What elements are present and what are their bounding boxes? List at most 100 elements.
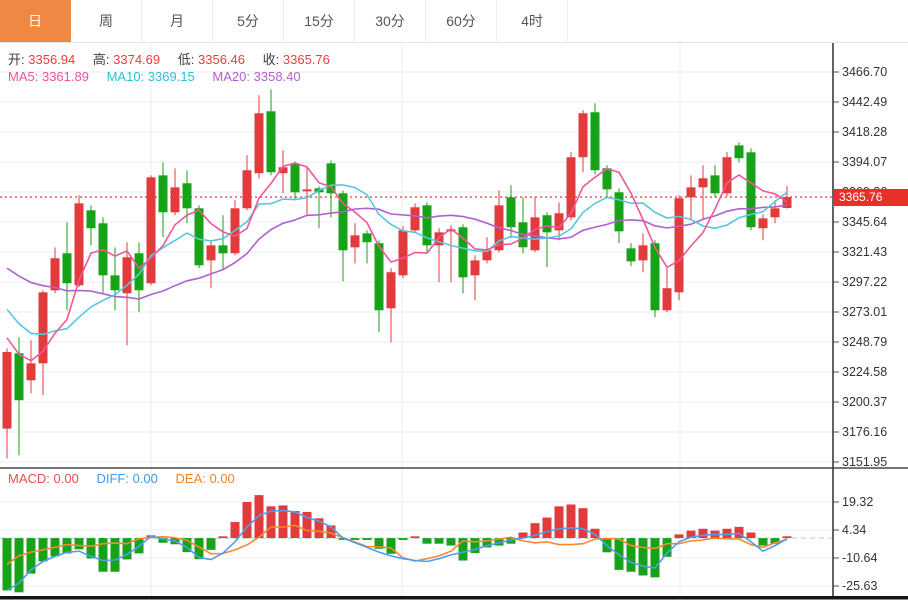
candle[interactable] [698, 178, 708, 188]
macd-bar[interactable] [542, 517, 552, 539]
candle[interactable] [686, 187, 696, 198]
macd-bar[interactable] [434, 538, 444, 544]
macd-bar[interactable] [206, 538, 216, 550]
candle[interactable] [590, 112, 600, 171]
candle[interactable] [602, 168, 612, 190]
macd-bar[interactable] [266, 506, 276, 539]
macd-bar[interactable] [458, 538, 468, 561]
candle[interactable] [662, 288, 672, 311]
candle[interactable] [362, 233, 372, 243]
macd-bar[interactable] [218, 536, 228, 539]
macd-bar[interactable] [506, 538, 516, 544]
tab-日[interactable]: 日 [0, 0, 71, 42]
candle[interactable] [398, 230, 408, 276]
candle[interactable] [194, 208, 204, 266]
candle[interactable] [386, 272, 396, 309]
tab-60分[interactable]: 60分 [426, 0, 497, 42]
macd-bar[interactable] [650, 538, 660, 578]
candle[interactable] [290, 163, 300, 193]
macd-bar[interactable] [566, 504, 576, 539]
candle[interactable] [38, 292, 48, 364]
candle[interactable] [170, 187, 180, 213]
candle[interactable] [446, 229, 456, 232]
macd-bar[interactable] [482, 538, 492, 548]
candle[interactable] [2, 352, 12, 429]
candle[interactable] [770, 208, 780, 218]
candle[interactable] [134, 253, 144, 291]
candle[interactable] [26, 363, 36, 381]
macd-bar[interactable] [494, 538, 504, 546]
macd-bar[interactable] [194, 538, 204, 560]
macd-bar[interactable] [578, 508, 588, 539]
candle[interactable] [626, 248, 636, 262]
macd-bar[interactable] [470, 538, 480, 554]
macd-bar[interactable] [26, 538, 36, 574]
macd-bar[interactable] [62, 538, 72, 554]
candle[interactable] [122, 257, 132, 294]
macd-bar[interactable] [698, 528, 708, 539]
candle[interactable] [422, 205, 432, 246]
candle[interactable] [242, 170, 252, 209]
candle[interactable] [74, 203, 84, 286]
candle[interactable] [50, 258, 60, 291]
candle[interactable] [614, 192, 624, 232]
candle[interactable] [278, 167, 288, 174]
candle[interactable] [650, 243, 660, 311]
macd-bar[interactable] [338, 538, 348, 540]
candle[interactable] [746, 152, 756, 228]
candle[interactable] [674, 198, 684, 293]
candle[interactable] [782, 197, 792, 209]
macd-bar[interactable] [410, 536, 420, 539]
macd-bar[interactable] [314, 518, 324, 539]
macd-bar[interactable] [722, 528, 732, 539]
macd-bar[interactable] [638, 538, 648, 576]
macd-bar[interactable] [278, 505, 288, 539]
macd-bar[interactable] [230, 522, 240, 539]
macd-bar[interactable] [350, 538, 360, 540]
macd-bar[interactable] [626, 538, 636, 572]
candle[interactable] [14, 353, 24, 401]
tab-4时[interactable]: 4时 [497, 0, 568, 42]
candle[interactable] [638, 245, 648, 261]
candle[interactable] [326, 163, 336, 194]
candle[interactable] [482, 250, 492, 261]
candle[interactable] [566, 157, 576, 218]
macd-bar[interactable] [446, 538, 456, 546]
macd-bar[interactable] [122, 538, 132, 560]
candle[interactable] [374, 243, 384, 311]
macd-bar[interactable] [782, 536, 792, 539]
macd-bar[interactable] [158, 538, 168, 543]
macd-bar[interactable] [14, 538, 24, 593]
macd-bar[interactable] [734, 526, 744, 539]
macd-bar[interactable] [398, 538, 408, 540]
macd-bar[interactable] [302, 511, 312, 539]
macd-bar[interactable] [74, 538, 84, 550]
candle[interactable] [158, 175, 168, 213]
candle[interactable] [182, 183, 192, 209]
macd-bar[interactable] [386, 538, 396, 554]
macd-bar[interactable] [110, 538, 120, 572]
candle[interactable] [146, 177, 156, 284]
macd-bar[interactable] [86, 538, 96, 559]
macd-bar[interactable] [422, 538, 432, 544]
macd-bar[interactable] [674, 534, 684, 539]
candle[interactable] [554, 213, 564, 231]
macd-bar[interactable] [518, 532, 528, 539]
candle[interactable] [110, 275, 120, 291]
candle[interactable] [542, 215, 552, 233]
tab-30分[interactable]: 30分 [355, 0, 426, 42]
candle[interactable] [86, 210, 96, 229]
macd-bar[interactable] [374, 538, 384, 549]
candle[interactable] [266, 111, 276, 173]
candle[interactable] [302, 189, 312, 192]
candle[interactable] [734, 145, 744, 159]
candle[interactable] [722, 157, 732, 194]
candle[interactable] [218, 245, 228, 254]
macd-bar[interactable] [770, 538, 780, 544]
macd-bar[interactable] [530, 523, 540, 539]
macd-bar[interactable] [182, 538, 192, 553]
tab-周[interactable]: 周 [71, 0, 142, 42]
candle[interactable] [710, 175, 720, 194]
macd-bar[interactable] [98, 538, 108, 572]
